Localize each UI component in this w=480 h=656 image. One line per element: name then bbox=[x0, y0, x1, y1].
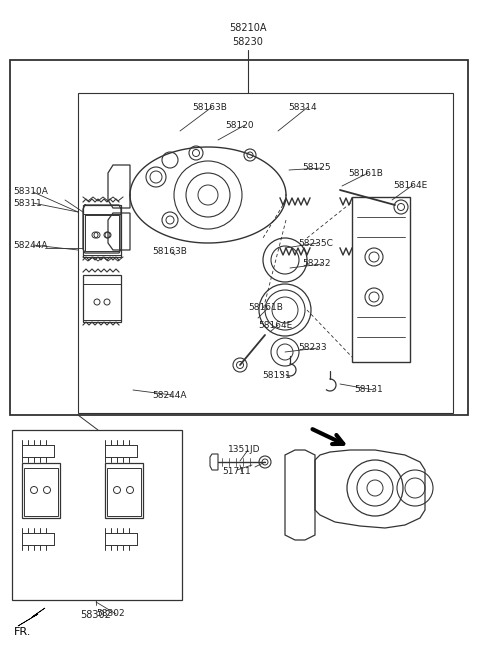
Text: 58311: 58311 bbox=[13, 199, 42, 207]
Text: 58244A: 58244A bbox=[13, 241, 48, 249]
Text: 1351JD: 1351JD bbox=[228, 445, 261, 455]
Text: 58302: 58302 bbox=[81, 610, 111, 620]
Text: 58163B: 58163B bbox=[152, 247, 187, 256]
Text: 58163B: 58163B bbox=[192, 102, 227, 112]
Text: 58310A: 58310A bbox=[13, 188, 48, 197]
Text: 58233: 58233 bbox=[298, 344, 326, 352]
Text: 58232: 58232 bbox=[302, 260, 331, 268]
Text: 58164E: 58164E bbox=[258, 321, 292, 329]
Text: 58120: 58120 bbox=[225, 121, 253, 129]
Text: 51711: 51711 bbox=[222, 468, 251, 476]
Text: FR.: FR. bbox=[14, 627, 31, 637]
Text: 58235C: 58235C bbox=[298, 239, 333, 247]
Text: 58244A: 58244A bbox=[152, 390, 187, 400]
Polygon shape bbox=[18, 608, 45, 626]
Text: 58131: 58131 bbox=[354, 386, 383, 394]
Text: 58210A: 58210A bbox=[229, 23, 267, 33]
Text: 58125: 58125 bbox=[302, 163, 331, 173]
Text: 58164E: 58164E bbox=[393, 180, 427, 190]
Text: 58302: 58302 bbox=[96, 609, 125, 619]
Text: 58131: 58131 bbox=[262, 371, 291, 380]
Bar bbox=[10, 60, 468, 415]
Text: 58230: 58230 bbox=[233, 37, 264, 47]
Bar bbox=[12, 430, 182, 600]
Text: 58314: 58314 bbox=[288, 102, 317, 112]
Bar bbox=[78, 93, 453, 413]
Text: 58161B: 58161B bbox=[348, 169, 383, 178]
Text: 58161B: 58161B bbox=[248, 304, 283, 312]
